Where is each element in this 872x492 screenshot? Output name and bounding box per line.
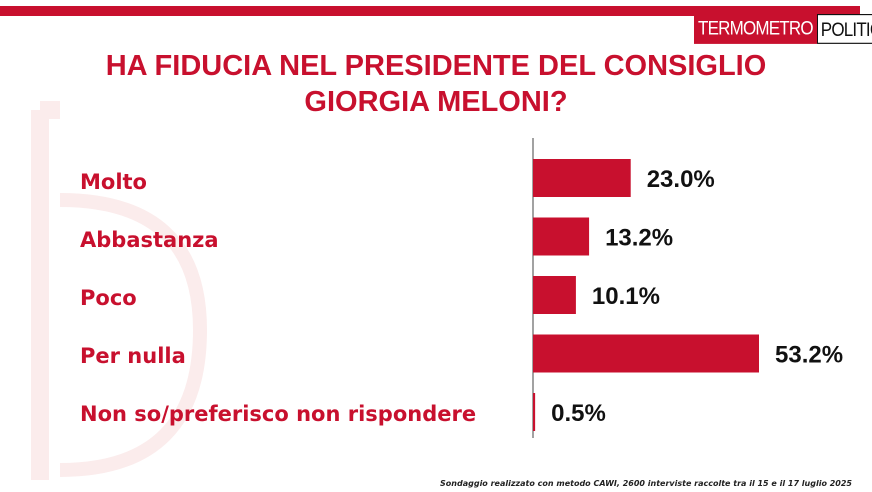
value-label-poco: 10.1% (592, 283, 660, 310)
bar-abbastanza (533, 217, 590, 256)
bar-poco (533, 276, 576, 314)
chart-title-line-2: GIORGIA MELONI? (304, 86, 568, 118)
category-label-non-so: Non so/preferisco non rispondere (80, 402, 477, 426)
bar-non-so (533, 393, 536, 431)
category-label-per-nulla: Per nulla (80, 344, 186, 368)
termometro-politico-logo: TERMOMETRO POLITICO (694, 14, 872, 44)
chart-title-line-1: HA FIDUCIA NEL PRESIDENTE DEL CONSIGLIO (105, 50, 767, 82)
value-label-per-nulla: 53.2% (775, 342, 843, 369)
value-label-molto: 23.0% (647, 166, 715, 193)
logo-right-text: POLITICO (816, 14, 872, 44)
top-accent-bar (0, 6, 860, 16)
category-label-molto: Molto (80, 170, 147, 194)
value-label-abbastanza: 13.2% (605, 225, 673, 252)
bar-molto (533, 159, 631, 197)
methodology-footnote: Sondaggio realizzato con metodo CAWI, 26… (440, 479, 852, 488)
bar-per-nulla (533, 334, 759, 373)
category-label-abbastanza: Abbastanza (80, 228, 219, 252)
category-label-poco: Poco (80, 286, 137, 310)
value-label-non-so: 0.5% (551, 400, 606, 427)
chart-title: HA FIDUCIA NEL PRESIDENTE DEL CONSIGLIO … (0, 48, 872, 120)
logo-left-text: TERMOMETRO (694, 14, 817, 44)
